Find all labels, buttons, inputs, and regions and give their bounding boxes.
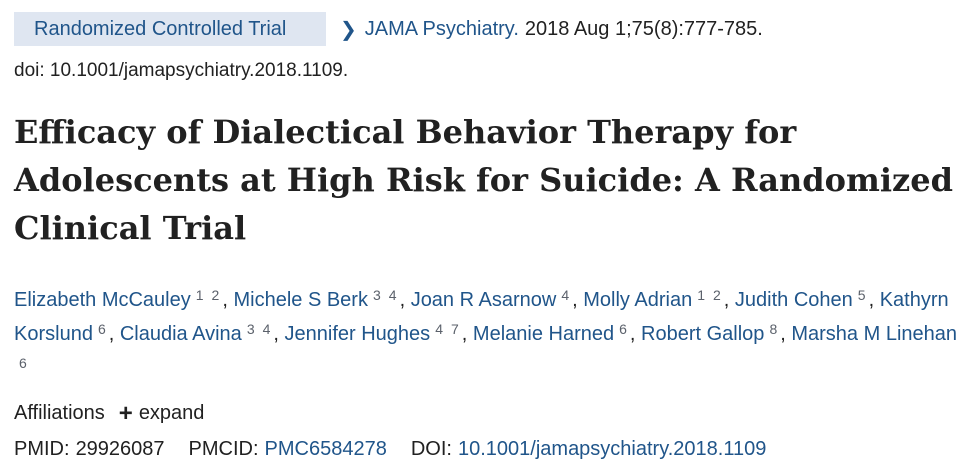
article-title: Efficacy of Dialectical Behavior Therapy… [14,113,953,247]
author-separator: , [780,323,792,345]
doi-label: DOI: [410,438,452,460]
author-separator: , [461,323,473,345]
author-name-link[interactable]: Judith Cohen [734,289,853,311]
pmid-value: 29926087 [75,438,165,460]
author-item: Jennifer Hughes 4 7 [284,321,462,345]
affiliation-ref-button[interactable]: 8 [769,321,778,337]
author-separator: , [572,289,584,311]
affiliation-ref-button[interactable]: 2 [211,287,220,303]
affiliation-ref-button[interactable]: 6 [97,321,106,337]
author-item: Elizabeth McCauley 1 2 [14,287,222,311]
affiliation-ref-button[interactable]: 7 [450,321,459,337]
citation-row: Randomized Controlled Trial ❯ JAMA Psych… [14,12,763,46]
author-item: Melanie Harned 6 [472,321,630,345]
affiliation-ref-button[interactable]: 2 [712,287,721,303]
journal-citation-text: 2018 Aug 1;75(8):777-785. [524,17,763,40]
affiliation-ref-button[interactable]: 1 [195,287,204,303]
author-name-link[interactable]: Jennifer Hughes [284,323,431,345]
author-name-link[interactable]: Robert Gallop [641,323,765,345]
affiliation-ref-button[interactable]: 4 [561,287,570,303]
author-separator: , [399,289,411,311]
affiliation-ref-button[interactable]: 4 [388,287,397,303]
author-item: Kathyrn Korslund 6 [14,289,949,345]
pmcid-label: PMCID: [188,438,259,460]
author-list: Elizabeth McCauley 1 2, Michele S Berk 3 4, … [14,283,969,385]
author-name-link[interactable]: Elizabeth McCauley [14,289,191,311]
journal-link[interactable]: JAMA Psychiatry. [364,17,519,40]
author-item: Michele S Berk 3 4 [233,287,399,311]
author-item: Marsha M Linehan 6 [14,323,957,379]
expand-label: expand [138,402,205,424]
author-separator: , [222,289,234,311]
affiliations-label: Affiliations [14,402,105,424]
author-separator: , [273,323,285,345]
identifiers-row: PMID: 29926087 PMCID: PMC6584278 DOI: 10… [14,438,766,461]
author-item: Molly Adrian 1 2 [583,287,724,311]
author-name-link[interactable]: Joan R Asarnow [410,289,557,311]
affiliations-row: Affiliations + expand [14,399,205,427]
affiliation-ref-button[interactable]: 6 [619,321,627,337]
pmid-label: PMID: [14,438,70,460]
affiliation-ref-button[interactable]: 3 [246,321,255,337]
affiliation-ref-button[interactable]: 5 [857,287,866,303]
author-separator: , [868,289,880,311]
author-separator: , [723,289,735,311]
doi-text: doi: 10.1001/jamapsychiatry.2018.1109. [14,60,349,81]
pmcid-link[interactable]: PMC6584278 [264,438,387,460]
author-item: Claudia Avina 3 4 [119,321,274,345]
author-name-link[interactable]: Kathyrn Korslund [14,289,949,345]
author-item: Judith Cohen 5 [734,287,869,311]
author-name-link[interactable]: Melanie Harned [472,323,615,345]
author-separator: , [629,323,642,345]
affiliation-ref-button[interactable]: 3 [372,287,381,303]
author-name-link[interactable]: Molly Adrian [583,289,693,311]
affiliation-ref-button[interactable]: 4 [435,321,443,337]
author-item: Joan R Asarnow 4 [410,287,572,311]
author-name-link[interactable]: Marsha M Linehan [791,323,958,345]
affiliation-ref-button[interactable]: 1 [697,287,705,303]
author-name-link[interactable]: Claudia Avina [119,323,242,345]
expand-affiliations-button[interactable]: + expand [118,399,205,427]
article-type-badge: Randomized Controlled Trial [14,12,326,46]
affiliation-ref-button[interactable]: 4 [262,321,271,337]
journal-citation: ❯ JAMA Psychiatry. 2018 Aug 1;75(8):777-… [340,17,763,42]
plus-icon: + [118,399,133,427]
author-separator: , [108,323,120,345]
doi-link[interactable]: 10.1001/jamapsychiatry.2018.1109 [457,438,767,460]
author-item: Robert Gallop 8 [641,321,780,345]
author-name-link[interactable]: Michele S Berk [233,289,368,311]
chevron-right-icon: ❯ [340,18,357,41]
affiliation-ref-button[interactable]: 6 [19,355,27,371]
